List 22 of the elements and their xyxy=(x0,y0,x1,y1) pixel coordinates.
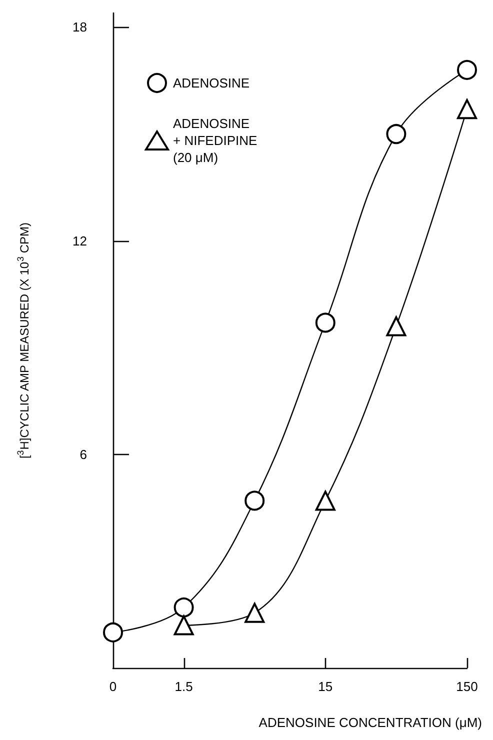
y-axis-title: [3H]CYCLIC AMP MEASURED (X 103 CPM) xyxy=(16,222,32,459)
point xyxy=(315,490,336,511)
point xyxy=(174,615,194,636)
x-tick-label: 0 xyxy=(109,679,117,694)
x-tick-label: 15 xyxy=(318,679,333,694)
point xyxy=(174,597,194,618)
y-tick-label: 12 xyxy=(72,233,87,248)
point xyxy=(244,490,265,511)
point xyxy=(315,312,336,333)
point xyxy=(386,124,406,144)
point xyxy=(457,99,477,120)
y-tick-label: 6 xyxy=(80,446,87,462)
x-axis-title: ADENOSINE CONCENTRATION (μM) xyxy=(258,715,482,730)
point xyxy=(244,602,265,623)
y-tick-label: 18 xyxy=(72,20,87,35)
legend-label: ADENOSINE + NIFEDIPINE (20 μM) xyxy=(173,116,258,165)
legend-label: ADENOSINE xyxy=(173,76,250,90)
point xyxy=(103,622,123,642)
x-tick-label: 150 xyxy=(456,679,478,694)
point xyxy=(457,60,477,80)
x-tick-label: 1.5 xyxy=(174,679,193,694)
point xyxy=(386,316,406,336)
